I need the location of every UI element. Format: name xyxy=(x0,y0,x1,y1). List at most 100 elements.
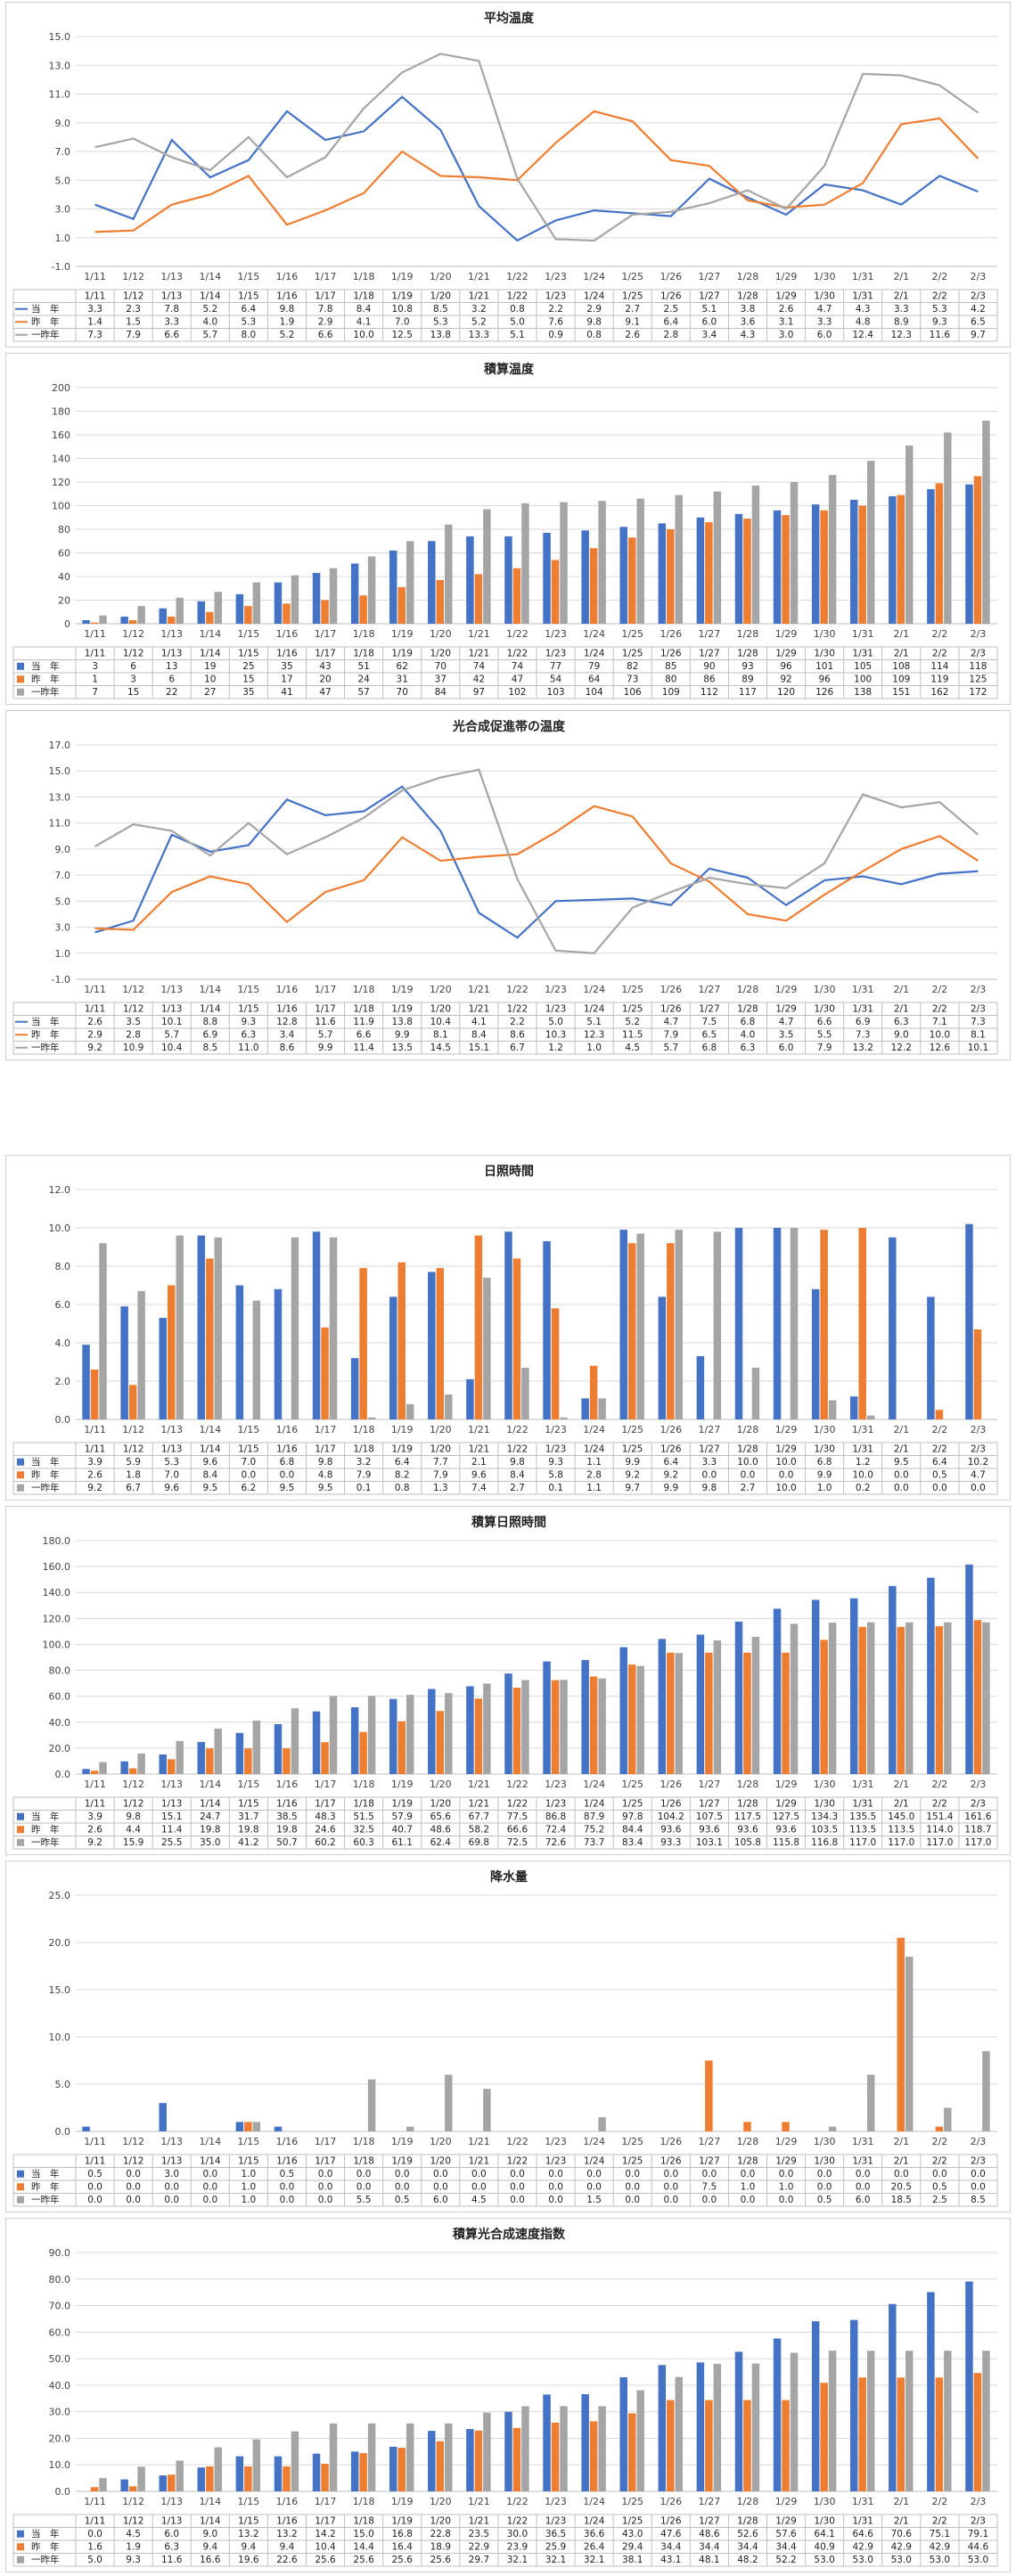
table-value-cell: 93.6 xyxy=(775,1825,797,1836)
table-value-cell: 2.8 xyxy=(663,330,678,340)
x-tick-label: 1/26 xyxy=(660,628,682,640)
bar xyxy=(389,1698,397,1774)
table-header-cell: 2/2 xyxy=(932,1004,947,1015)
table-header-cell: 1/18 xyxy=(353,1799,374,1810)
legend-label: 一昨年 xyxy=(31,686,60,698)
table-header-cell: 1/14 xyxy=(200,1799,221,1810)
x-tick-label: 1/12 xyxy=(122,1779,144,1790)
table-value-cell: 12.6 xyxy=(930,1043,951,1053)
table-header-cell: 1/17 xyxy=(315,1004,336,1015)
table-value-cell: 6.8 xyxy=(280,1457,295,1468)
table-value-cell: 19.8 xyxy=(200,1825,220,1836)
table-value-cell: 32.1 xyxy=(545,2555,566,2565)
table-value-cell: 103 xyxy=(547,687,565,698)
bar xyxy=(367,2079,376,2131)
table-header-cell: 2/3 xyxy=(971,649,986,659)
bar xyxy=(935,1626,944,1774)
table-value-cell: 10.0 xyxy=(930,1030,950,1041)
table-header-cell: 1/29 xyxy=(775,1799,797,1810)
table-value-cell: 10.4 xyxy=(315,2542,336,2553)
table-header-cell: 1/15 xyxy=(238,291,259,302)
x-tick-label: 1/17 xyxy=(315,1779,337,1790)
table-value-cell: 4.1 xyxy=(471,1017,487,1027)
table-value-cell: 117 xyxy=(739,687,757,698)
bar xyxy=(619,1230,627,1419)
table-header-cell: 1/30 xyxy=(814,1799,835,1810)
table-value-cell: 4.2 xyxy=(971,304,986,315)
bar xyxy=(965,1223,973,1419)
bar xyxy=(137,606,145,624)
bar xyxy=(483,1277,491,1419)
bar xyxy=(773,1228,782,1419)
table-header-cell: 1/27 xyxy=(699,2516,720,2527)
bar xyxy=(252,1300,261,1419)
bar xyxy=(636,1233,644,1419)
bar xyxy=(705,2400,713,2491)
bar xyxy=(820,1230,828,1419)
bar xyxy=(367,1696,376,1774)
table-header-cell: 1/16 xyxy=(276,291,298,302)
x-tick-label: 1/25 xyxy=(621,628,643,640)
table-header-cell: 1/26 xyxy=(660,2516,682,2527)
table-value-cell: 3.3 xyxy=(894,304,909,315)
table-header-cell: 1/21 xyxy=(469,1799,490,1810)
legend-swatch xyxy=(17,2556,24,2564)
bar xyxy=(828,1622,837,1774)
table-value-cell: 4.1 xyxy=(356,317,372,328)
bar xyxy=(137,1753,145,1774)
table-value-cell: 3.3 xyxy=(817,317,832,328)
table-value-cell: 10.4 xyxy=(161,1043,183,1053)
x-tick-label: 1/18 xyxy=(353,2136,375,2147)
bar xyxy=(445,2423,453,2491)
bar xyxy=(743,519,751,624)
table-value-cell: 4.8 xyxy=(856,317,871,328)
table-value-cell: 87.9 xyxy=(584,1811,604,1822)
bar xyxy=(445,524,453,624)
table-value-cell: 9.0 xyxy=(894,1030,909,1041)
x-tick-label: 1/17 xyxy=(315,628,337,640)
table-value-cell: 0.0 xyxy=(702,2195,717,2205)
x-tick-label: 1/12 xyxy=(122,2496,144,2507)
table-value-cell: 114.0 xyxy=(926,1825,953,1836)
bar xyxy=(866,2351,875,2491)
legend-swatch xyxy=(17,2530,24,2538)
table-value-cell: 13.8 xyxy=(430,330,451,340)
bar xyxy=(713,1231,722,1419)
bar xyxy=(782,2400,790,2491)
x-tick-label: 2/1 xyxy=(893,984,909,995)
table-header-cell: 1/21 xyxy=(469,2516,490,2527)
table-value-cell: 3.2 xyxy=(356,1457,372,1468)
chart-title: 日照時間 xyxy=(484,1164,534,1179)
panel-photosynthesis-index: 積算光合成速度指数 0.0 10.0 20.0 30.0 40.0 50.0 60.0 70.0… xyxy=(5,2218,1011,2572)
x-tick-label: 1/23 xyxy=(545,628,567,640)
table-value-cell: 0.0 xyxy=(280,2182,295,2193)
bar xyxy=(905,2351,914,2491)
table-header-cell: 1/28 xyxy=(737,291,758,302)
table-value-cell: 9.3 xyxy=(932,317,947,328)
y-tick-label: 2.0 xyxy=(55,1376,71,1387)
table-value-cell: 1.0 xyxy=(242,2182,257,2193)
table-value-cell: 0.0 xyxy=(126,2169,141,2179)
x-tick-label: 2/2 xyxy=(932,984,948,995)
x-tick-label: 1/13 xyxy=(160,1779,183,1790)
table-value-cell: 9.8 xyxy=(586,317,602,328)
bar xyxy=(512,568,521,624)
x-tick-label: 2/3 xyxy=(971,2136,987,2147)
bar xyxy=(675,495,684,624)
bar xyxy=(982,2050,990,2131)
bar xyxy=(828,1400,837,1419)
chart-accumulated-sunshine: 積算日照時間 0.0 20.0 40.0 60.0 80.0 100.0 120.0 140.0… xyxy=(12,1515,998,1850)
table-value-cell: 2.7 xyxy=(625,304,640,315)
x-tick-label: 2/1 xyxy=(893,1779,909,1790)
table-value-cell: 9.6 xyxy=(471,1470,487,1481)
table-value-cell: 31 xyxy=(397,675,408,685)
bar xyxy=(274,1723,283,1774)
table-value-cell: 12.2 xyxy=(891,1043,912,1053)
table-value-cell: 52.2 xyxy=(775,2555,796,2565)
bar xyxy=(820,2383,828,2491)
bar xyxy=(504,536,512,624)
bar xyxy=(897,2377,905,2491)
table-value-cell: 9.9 xyxy=(817,1470,832,1481)
bar xyxy=(713,1640,722,1774)
table-header-cell: 1/24 xyxy=(584,2516,605,2527)
